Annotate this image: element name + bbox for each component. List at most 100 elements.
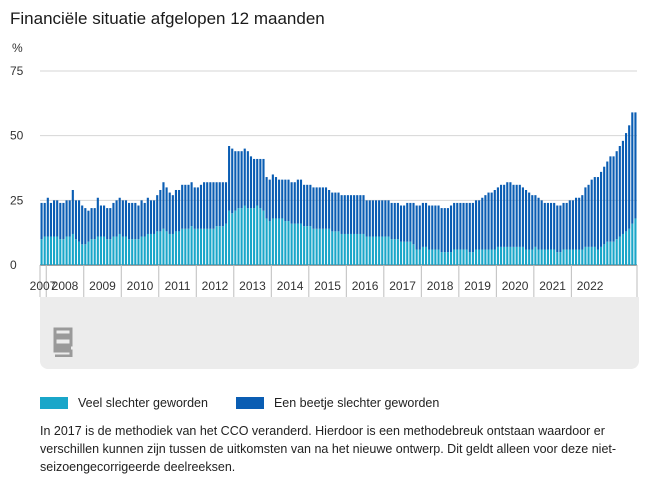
bar-een-beetje-slechter[interactable] bbox=[443, 208, 446, 253]
bar-een-beetje-slechter[interactable] bbox=[303, 184, 306, 227]
bar-veel-slechter[interactable] bbox=[349, 233, 353, 265]
bar-een-beetje-slechter[interactable] bbox=[456, 202, 459, 250]
bar-veel-slechter[interactable] bbox=[421, 246, 424, 265]
bar-veel-slechter[interactable] bbox=[612, 241, 615, 265]
bar-een-beetje-slechter[interactable] bbox=[384, 200, 387, 237]
bar-veel-slechter[interactable] bbox=[187, 228, 190, 265]
bar-veel-slechter[interactable] bbox=[178, 231, 181, 265]
bar-een-beetje-slechter[interactable] bbox=[115, 200, 118, 237]
bar-veel-slechter[interactable] bbox=[240, 208, 243, 265]
bar-veel-slechter[interactable] bbox=[112, 236, 115, 265]
bar-een-beetje-slechter[interactable] bbox=[399, 205, 403, 242]
bar-veel-slechter[interactable] bbox=[318, 228, 321, 265]
bar-een-beetje-slechter[interactable] bbox=[578, 197, 581, 250]
bar-een-beetje-slechter[interactable] bbox=[143, 202, 146, 237]
bar-een-beetje-slechter[interactable] bbox=[328, 189, 331, 229]
bar-veel-slechter[interactable] bbox=[215, 226, 218, 265]
bar-een-beetje-slechter[interactable] bbox=[299, 179, 303, 224]
bar-een-beetje-slechter[interactable] bbox=[553, 202, 556, 250]
bar-een-beetje-slechter[interactable] bbox=[243, 148, 246, 206]
bar-een-beetje-slechter[interactable] bbox=[256, 158, 259, 206]
bar-een-beetje-slechter[interactable] bbox=[171, 195, 174, 234]
bar-veel-slechter[interactable] bbox=[324, 228, 328, 265]
bar-veel-slechter[interactable] bbox=[596, 249, 599, 265]
bar-een-beetje-slechter[interactable] bbox=[493, 189, 496, 250]
bar-een-beetje-slechter[interactable] bbox=[415, 205, 418, 250]
bar-veel-slechter[interactable] bbox=[503, 246, 506, 265]
bar-veel-slechter[interactable] bbox=[509, 246, 512, 265]
bar-veel-slechter[interactable] bbox=[540, 249, 543, 265]
bar-veel-slechter[interactable] bbox=[531, 249, 534, 265]
bar-een-beetje-slechter[interactable] bbox=[246, 151, 249, 209]
bar-een-beetje-slechter[interactable] bbox=[149, 200, 153, 234]
bar-veel-slechter[interactable] bbox=[90, 239, 93, 265]
bar-veel-slechter[interactable] bbox=[103, 236, 106, 265]
bar-veel-slechter[interactable] bbox=[556, 252, 559, 265]
bar-een-beetje-slechter[interactable] bbox=[137, 205, 140, 240]
bar-veel-slechter[interactable] bbox=[137, 239, 140, 265]
bar-een-beetje-slechter[interactable] bbox=[562, 202, 565, 250]
bar-een-beetje-slechter[interactable] bbox=[181, 184, 184, 229]
legend-item-veel-slechter[interactable]: Veel slechter geworden bbox=[40, 396, 208, 410]
bar-een-beetje-slechter[interactable] bbox=[131, 202, 134, 240]
bar-veel-slechter[interactable] bbox=[306, 226, 309, 265]
bar-een-beetje-slechter[interactable] bbox=[349, 195, 353, 234]
bar-een-beetje-slechter[interactable] bbox=[606, 161, 609, 242]
bar-een-beetje-slechter[interactable] bbox=[128, 202, 131, 240]
bar-een-beetje-slechter[interactable] bbox=[306, 184, 309, 227]
bar-veel-slechter[interactable] bbox=[224, 223, 228, 265]
bar-veel-slechter[interactable] bbox=[406, 241, 409, 265]
bar-veel-slechter[interactable] bbox=[140, 236, 143, 265]
bar-veel-slechter[interactable] bbox=[456, 249, 459, 265]
bar-veel-slechter[interactable] bbox=[153, 233, 156, 265]
bar-een-beetje-slechter[interactable] bbox=[568, 200, 571, 250]
bar-veel-slechter[interactable] bbox=[121, 236, 124, 265]
bar-veel-slechter[interactable] bbox=[609, 241, 612, 265]
bar-veel-slechter[interactable] bbox=[562, 249, 565, 265]
bar-veel-slechter[interactable] bbox=[618, 236, 621, 265]
bar-veel-slechter[interactable] bbox=[424, 246, 428, 265]
bar-een-beetje-slechter[interactable] bbox=[509, 182, 512, 247]
bar-veel-slechter[interactable] bbox=[528, 249, 531, 265]
bar-een-beetje-slechter[interactable] bbox=[62, 202, 65, 240]
bar-veel-slechter[interactable] bbox=[524, 249, 528, 265]
bar-veel-slechter[interactable] bbox=[165, 231, 168, 265]
bar-een-beetje-slechter[interactable] bbox=[284, 179, 287, 222]
bar-een-beetje-slechter[interactable] bbox=[468, 202, 471, 253]
bar-veel-slechter[interactable] bbox=[243, 205, 246, 265]
bar-een-beetje-slechter[interactable] bbox=[487, 192, 490, 250]
bar-veel-slechter[interactable] bbox=[481, 249, 484, 265]
bar-een-beetje-slechter[interactable] bbox=[290, 182, 293, 224]
bar-een-beetje-slechter[interactable] bbox=[53, 200, 56, 237]
bar-een-beetje-slechter[interactable] bbox=[199, 184, 203, 229]
bar-veel-slechter[interactable] bbox=[412, 244, 415, 265]
bar-veel-slechter[interactable] bbox=[234, 210, 237, 265]
bar-een-beetje-slechter[interactable] bbox=[356, 195, 359, 234]
bar-veel-slechter[interactable] bbox=[221, 226, 224, 265]
bar-een-beetje-slechter[interactable] bbox=[499, 184, 503, 247]
bar-een-beetje-slechter[interactable] bbox=[40, 202, 43, 240]
bar-een-beetje-slechter[interactable] bbox=[596, 177, 599, 250]
bar-een-beetje-slechter[interactable] bbox=[221, 182, 224, 227]
bar-een-beetje-slechter[interactable] bbox=[524, 189, 528, 250]
bar-veel-slechter[interactable] bbox=[46, 236, 49, 265]
bar-een-beetje-slechter[interactable] bbox=[121, 200, 124, 237]
bar-een-beetje-slechter[interactable] bbox=[165, 187, 168, 232]
bar-veel-slechter[interactable] bbox=[381, 236, 384, 265]
bar-een-beetje-slechter[interactable] bbox=[224, 182, 228, 224]
bar-veel-slechter[interactable] bbox=[68, 236, 71, 265]
bar-een-beetje-slechter[interactable] bbox=[434, 205, 437, 250]
bar-veel-slechter[interactable] bbox=[396, 239, 399, 265]
bar-een-beetje-slechter[interactable] bbox=[124, 200, 128, 237]
bar-een-beetje-slechter[interactable] bbox=[162, 182, 165, 229]
bar-een-beetje-slechter[interactable] bbox=[521, 187, 524, 247]
bar-veel-slechter[interactable] bbox=[356, 233, 359, 265]
bar-veel-slechter[interactable] bbox=[124, 236, 128, 265]
bar-veel-slechter[interactable] bbox=[309, 226, 312, 265]
bar-veel-slechter[interactable] bbox=[96, 236, 99, 265]
bar-een-beetje-slechter[interactable] bbox=[446, 208, 449, 253]
bar-veel-slechter[interactable] bbox=[621, 233, 624, 265]
bar-een-beetje-slechter[interactable] bbox=[431, 205, 434, 250]
bar-een-beetje-slechter[interactable] bbox=[281, 179, 284, 219]
bar-een-beetje-slechter[interactable] bbox=[259, 158, 262, 209]
